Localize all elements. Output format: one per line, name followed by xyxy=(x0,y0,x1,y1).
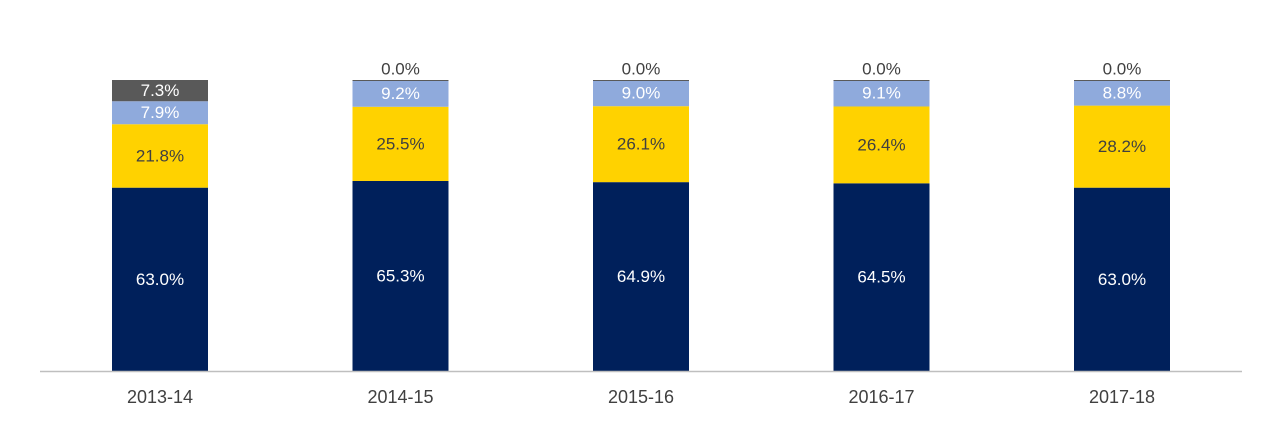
data-label-2014-15-s3: 0.0% xyxy=(381,60,420,79)
bar-segment-2014-15-s0 xyxy=(352,180,449,371)
bar-segment-2013-14-s0 xyxy=(112,187,208,371)
x-tick-label-2013-14: 2013-14 xyxy=(127,387,193,407)
data-label-2016-17-s3: 0.0% xyxy=(862,60,901,79)
data-label-2015-16-s1: 26.1% xyxy=(617,135,665,154)
data-label-2014-15-s1: 25.5% xyxy=(376,134,424,153)
data-label-2017-18-s2: 8.8% xyxy=(1103,83,1142,102)
x-tick-labels-layer: 2013-14 2014-15 2015-16 2016-17 2017-18 xyxy=(127,387,1155,407)
x-tick-label-2014-15: 2014-15 xyxy=(367,387,433,407)
data-label-2016-17-s0: 64.5% xyxy=(857,268,905,287)
data-label-2017-18-s3: 0.0% xyxy=(1103,60,1142,79)
data-label-2013-14-s1: 21.8% xyxy=(136,146,184,165)
data-label-2017-18-s0: 63.0% xyxy=(1098,270,1146,289)
data-label-2017-18-s1: 28.2% xyxy=(1098,137,1146,156)
bar-segment-2013-14-s1 xyxy=(112,124,208,188)
data-label-2016-17-s2: 9.1% xyxy=(862,84,901,103)
data-label-2015-16-s2: 9.0% xyxy=(622,84,661,103)
x-tick-label-2015-16: 2015-16 xyxy=(608,387,674,407)
x-tick-label-2017-18: 2017-18 xyxy=(1089,387,1155,407)
bar-segment-2015-16-s0 xyxy=(593,182,689,371)
bar-segment-2013-14-s2 xyxy=(112,101,208,125)
bar-segment-2013-14-s3 xyxy=(112,80,208,102)
bars-layer xyxy=(112,80,1170,371)
data-label-2015-16-s0: 64.9% xyxy=(617,267,665,286)
data-label-2016-17-s1: 26.4% xyxy=(857,135,905,154)
bar-segment-2014-15-s1 xyxy=(352,106,449,181)
data-label-2013-14-s0: 63.0% xyxy=(136,270,184,289)
data-label-2014-15-s2: 9.2% xyxy=(381,84,420,103)
data-label-2014-15-s0: 65.3% xyxy=(376,266,424,285)
data-label-2013-14-s3: 7.3% xyxy=(141,81,180,100)
bar-segment-2017-18-s2 xyxy=(1074,80,1170,106)
data-label-2015-16-s3: 0.0% xyxy=(622,60,661,79)
bar-segment-2017-18-s0 xyxy=(1074,187,1170,371)
bar-segment-2015-16-s2 xyxy=(593,80,689,107)
data-labels-layer: 63.0% 21.8% 7.9% 7.3% 65.3% 25.5% 9.2% 0.0% 64.9… xyxy=(136,60,1146,289)
data-label-2013-14-s2: 7.9% xyxy=(141,103,180,122)
bar-segment-2014-15-s2 xyxy=(352,80,449,107)
x-tick-label-2016-17: 2016-17 xyxy=(848,387,914,407)
bar-segment-2015-16-s1 xyxy=(593,106,689,183)
bar-segment-2017-18-s1 xyxy=(1074,105,1170,188)
bar-segment-2016-17-s0 xyxy=(833,183,930,371)
bar-segment-2016-17-s1 xyxy=(833,106,930,184)
bar-segment-2016-17-s2 xyxy=(833,80,930,107)
